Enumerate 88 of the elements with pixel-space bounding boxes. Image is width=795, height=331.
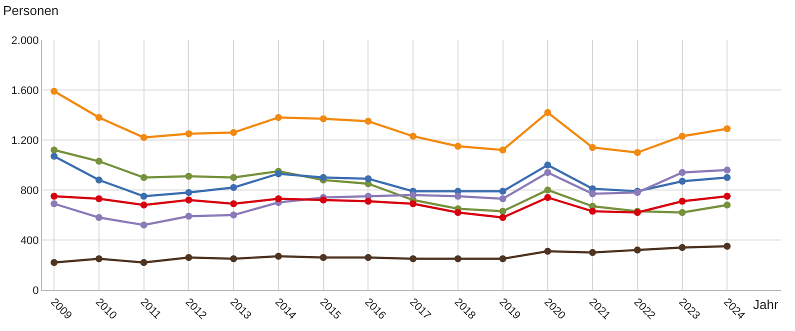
point <box>454 142 462 150</box>
point <box>230 200 238 208</box>
y-tick-label: 1.600 <box>11 84 39 97</box>
point <box>678 209 686 216</box>
point <box>544 194 552 201</box>
point <box>589 208 596 215</box>
point <box>50 152 58 160</box>
point <box>410 132 417 140</box>
point <box>724 242 731 250</box>
point <box>544 162 552 168</box>
point <box>95 158 102 165</box>
point <box>589 249 596 256</box>
point <box>50 146 58 154</box>
point <box>320 115 327 122</box>
point <box>410 200 417 208</box>
point <box>724 192 731 200</box>
point <box>678 198 686 205</box>
point <box>364 118 372 125</box>
point <box>140 202 148 208</box>
point <box>589 190 596 198</box>
point <box>185 130 192 138</box>
point <box>230 129 238 136</box>
point <box>634 246 641 254</box>
point <box>140 192 148 200</box>
x-axis-title: Jahr <box>753 297 779 312</box>
point <box>724 174 731 181</box>
point <box>724 166 731 174</box>
point <box>185 189 192 196</box>
point <box>95 255 102 262</box>
point <box>724 202 731 208</box>
point <box>678 178 686 185</box>
point <box>320 174 327 181</box>
point <box>185 212 192 220</box>
point <box>50 200 58 208</box>
point <box>230 212 238 218</box>
point <box>50 88 58 95</box>
point <box>544 169 552 176</box>
point <box>274 170 282 178</box>
point <box>454 192 462 200</box>
point <box>230 255 238 262</box>
point <box>95 114 102 121</box>
point <box>678 244 686 251</box>
point <box>499 255 506 262</box>
point <box>724 125 731 132</box>
y-tick-label: 2.000 <box>11 34 39 47</box>
y-tick-label: 400 <box>20 234 39 247</box>
point <box>185 196 192 204</box>
point <box>140 222 148 228</box>
point <box>499 208 506 215</box>
point <box>95 176 102 184</box>
y-tick-label: 800 <box>20 184 39 197</box>
point <box>499 146 506 154</box>
point <box>320 254 327 261</box>
point <box>185 254 192 261</box>
point <box>544 109 552 116</box>
y-tick-label: 0 <box>32 284 39 297</box>
point <box>140 259 148 266</box>
point <box>678 169 686 176</box>
point <box>499 195 506 202</box>
y-tick-label: 1.200 <box>11 134 39 147</box>
point <box>364 198 372 205</box>
point <box>454 255 462 262</box>
point <box>634 149 641 156</box>
point <box>544 186 552 194</box>
point <box>230 174 238 181</box>
point <box>274 195 282 202</box>
point <box>364 254 372 261</box>
point <box>274 114 282 121</box>
point <box>95 195 102 202</box>
point <box>589 144 596 151</box>
point <box>320 196 327 204</box>
point <box>499 188 506 195</box>
point <box>140 134 148 141</box>
point <box>678 132 686 140</box>
point <box>410 192 417 198</box>
point <box>230 184 238 191</box>
point <box>499 214 506 221</box>
point <box>410 255 417 262</box>
y-axis-title: Personen <box>3 3 59 18</box>
point <box>274 252 282 260</box>
point <box>185 172 192 180</box>
point <box>50 192 58 200</box>
point <box>364 175 372 182</box>
point <box>140 174 148 181</box>
point <box>50 259 58 266</box>
point <box>95 214 102 221</box>
point <box>544 248 552 255</box>
point <box>454 209 462 216</box>
